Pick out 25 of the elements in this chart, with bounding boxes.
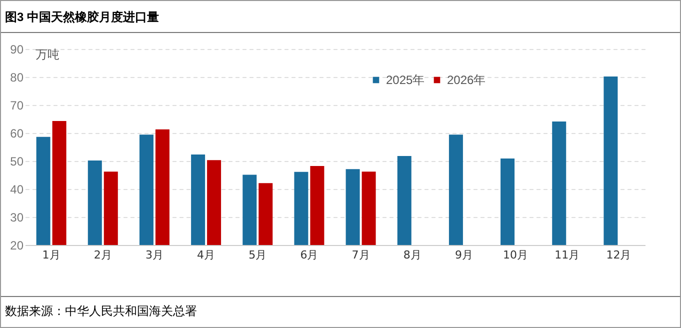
x-tick-label: 8月 <box>403 248 422 262</box>
y-tick-label: 50 <box>10 154 24 168</box>
x-tick-label: 3月 <box>145 248 164 262</box>
legend-label: 2026年 <box>447 73 486 87</box>
y-tick-label: 70 <box>10 98 24 112</box>
x-tick-label: 2月 <box>94 248 112 262</box>
x-tick-label: 7月 <box>352 248 370 262</box>
x-tick-label: 10月 <box>503 248 528 262</box>
x-tick-label: 11月 <box>554 248 580 262</box>
y-tick-label: 90 <box>10 42 24 56</box>
x-tick-label: 9月 <box>454 248 473 262</box>
y-tick-label: 20 <box>10 238 24 252</box>
x-tick-label: 6月 <box>300 248 318 262</box>
x-tick-label: 5月 <box>248 248 267 262</box>
y-axis-title: 万吨 <box>36 48 60 62</box>
chart-title: 图3 中国天然橡胶月度进口量 <box>1 1 680 33</box>
x-tick-label: 1月 <box>42 248 60 262</box>
legend-label: 2025年 <box>386 73 425 87</box>
y-tick-label: 60 <box>10 126 24 140</box>
x-tick-label: 12月 <box>606 248 632 262</box>
y-tick-label: 80 <box>10 70 24 84</box>
y-tick-label: 40 <box>10 182 24 196</box>
x-tick-label: 4月 <box>197 248 216 262</box>
source-note: 数据来源：中华人民共和国海关总署 <box>1 296 680 326</box>
y-tick-label: 30 <box>10 210 24 224</box>
